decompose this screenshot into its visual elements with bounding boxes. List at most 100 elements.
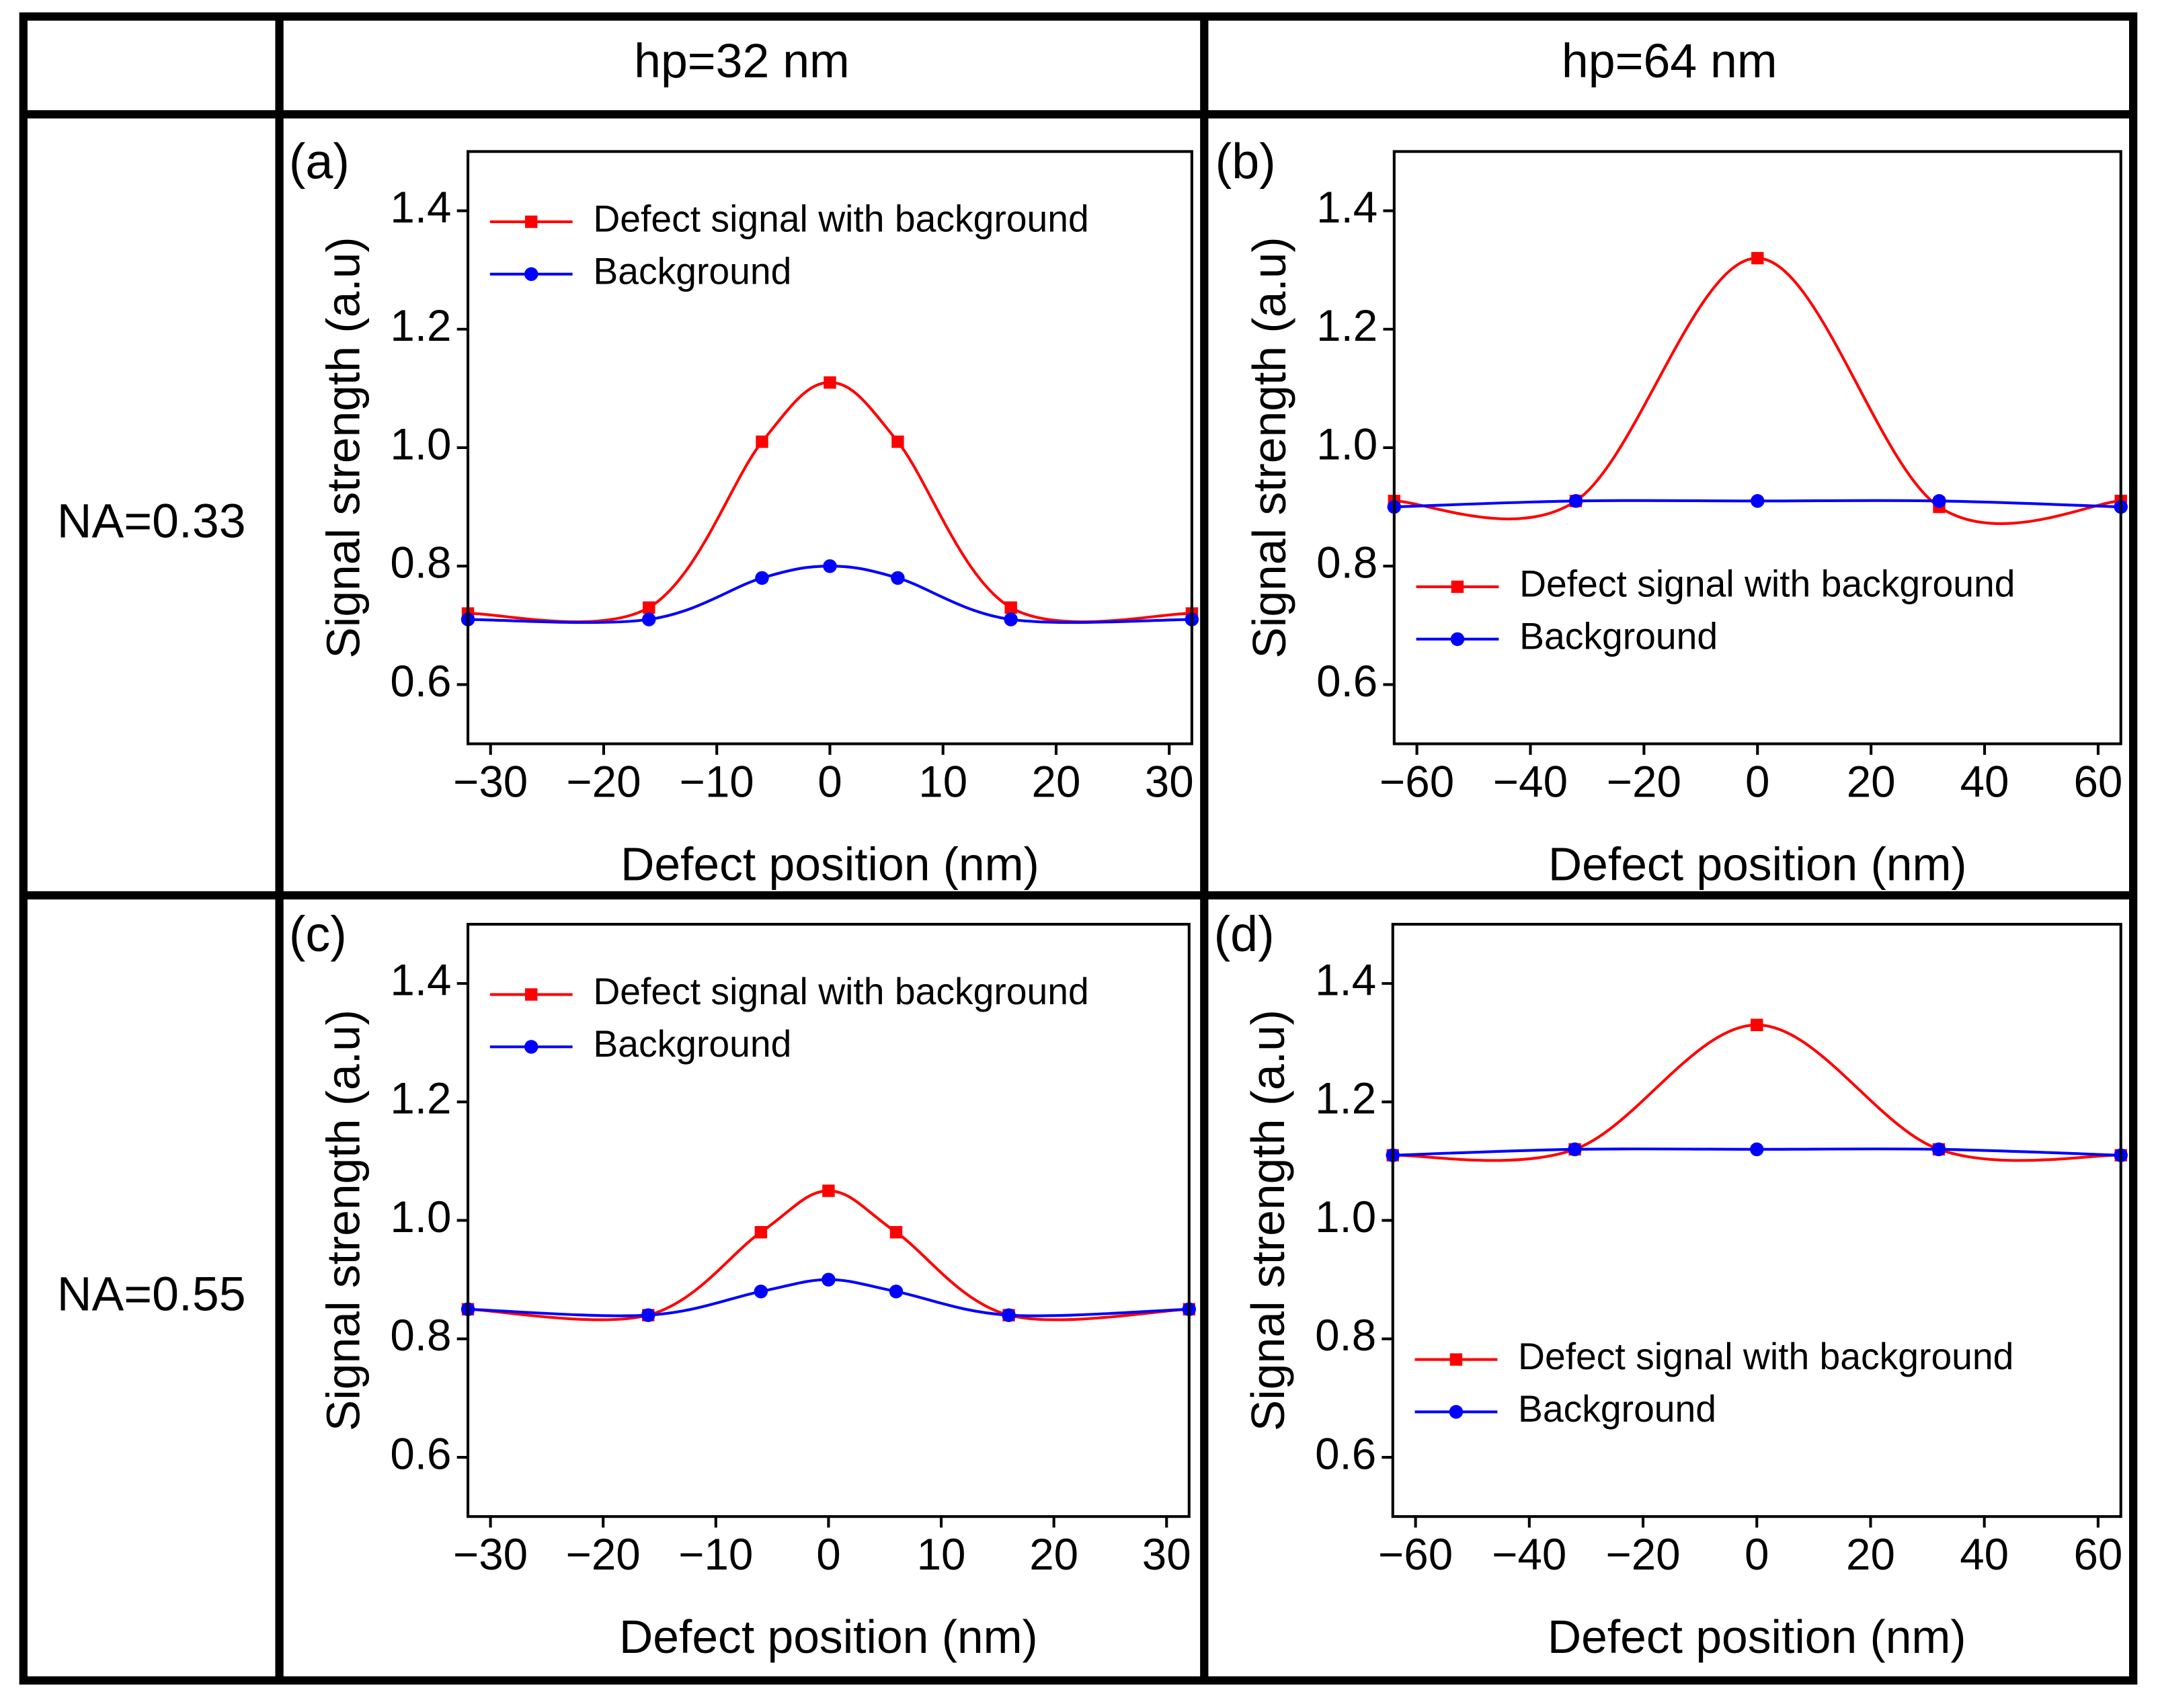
marker	[889, 1225, 903, 1239]
x-tick-label: −40	[1493, 757, 1568, 806]
x-tick-label: −10	[678, 1530, 753, 1579]
x-tick-label: 30	[1142, 1530, 1191, 1579]
marker	[756, 435, 768, 448]
y-tick-label: 1.4	[390, 183, 451, 232]
x-tick-label: −60	[1380, 757, 1454, 806]
marker	[822, 1272, 836, 1287]
y-tick-label: 1.0	[1315, 1192, 1376, 1242]
x-tick-label: −10	[680, 757, 754, 806]
marker	[823, 559, 837, 573]
x-tick-label: 20	[1032, 757, 1081, 806]
y-axis-label: Signal strength (a.u)	[317, 1010, 369, 1431]
series-line	[467, 1189, 1189, 1321]
column-header: hp=32 nm	[634, 34, 850, 88]
marker	[641, 1308, 655, 1322]
y-tick-label: 1.0	[1316, 419, 1377, 469]
x-tick-label: −20	[1607, 757, 1681, 806]
legend-label: Background	[593, 1023, 791, 1065]
x-tick-label: −40	[1492, 1530, 1566, 1579]
marker	[1568, 1142, 1582, 1157]
column-header: hp=64 nm	[1562, 34, 1777, 88]
marker	[1751, 1018, 1763, 1032]
x-tick-label: −30	[453, 757, 528, 806]
x-tick-label: 0	[816, 1530, 840, 1579]
y-axis-label: Signal strength (a.u)	[1242, 1010, 1294, 1431]
plot-frame	[466, 150, 1193, 745]
x-tick-label: 0	[817, 757, 842, 806]
marker	[1931, 1142, 1946, 1157]
marker	[891, 435, 904, 448]
marker	[1004, 601, 1017, 614]
x-axis-label: Defect position (nm)	[619, 1611, 1038, 1663]
marker	[1932, 494, 1946, 508]
panel-label: (c)	[289, 906, 347, 962]
x-axis-label: Defect position (nm)	[621, 838, 1039, 890]
y-tick-label: 1.2	[390, 301, 451, 350]
marker	[1004, 612, 1018, 626]
marker	[643, 601, 655, 614]
table-grid	[19, 12, 2138, 1685]
legend-label: Background	[1519, 615, 1718, 657]
series-line	[1394, 256, 2121, 525]
x-tick-label: 40	[1960, 1530, 2009, 1579]
legend-label: Defect signal with background	[593, 198, 1088, 240]
x-tick-label: 10	[917, 1530, 966, 1579]
panel-label: (d)	[1214, 906, 1275, 962]
x-tick-label: −20	[566, 757, 641, 806]
x-tick-label: −60	[1378, 1530, 1453, 1579]
legend-marker	[524, 267, 538, 282]
y-axis-label: Signal strength (a.u)	[317, 237, 369, 658]
y-tick-label: 0.8	[390, 1311, 451, 1360]
legend-label: Defect signal with background	[593, 971, 1088, 1012]
legend-marker	[525, 215, 538, 229]
legend-label: Background	[1518, 1388, 1716, 1430]
marker	[1568, 494, 1583, 508]
plot-frame	[1391, 922, 2122, 1518]
marker	[754, 1285, 768, 1299]
legend-marker	[1449, 1405, 1464, 1419]
y-tick-label: 0.8	[1316, 538, 1377, 587]
y-tick-label: 1.4	[390, 955, 451, 1004]
legend-marker	[1451, 580, 1464, 594]
marker	[642, 612, 656, 626]
x-tick-label: 10	[918, 757, 967, 806]
panel-label: (b)	[1215, 133, 1276, 189]
marker	[822, 1184, 835, 1197]
marker	[1751, 494, 1765, 508]
marker	[755, 571, 769, 585]
y-tick-label: 1.2	[1315, 1074, 1376, 1123]
x-tick-label: 20	[1846, 1530, 1895, 1579]
legend-label: Background	[593, 250, 791, 292]
y-tick-label: 1.2	[1316, 301, 1377, 350]
row-header: NA=0.33	[57, 495, 246, 548]
marker	[824, 376, 836, 389]
marker	[1002, 1308, 1016, 1322]
marker	[1750, 1142, 1764, 1157]
x-axis-label: Defect position (nm)	[1548, 1611, 1966, 1663]
plot-frame	[466, 922, 1191, 1518]
y-tick-label: 0.8	[1315, 1311, 1376, 1360]
x-tick-label: −30	[453, 1530, 528, 1579]
y-tick-label: 1.2	[390, 1074, 451, 1123]
x-tick-label: 30	[1145, 757, 1194, 806]
series-line	[1392, 1023, 2121, 1162]
legend-label: Defect signal with background	[1518, 1336, 2013, 1377]
x-tick-label: 0	[1745, 757, 1769, 806]
legend-label: Defect signal with background	[1519, 563, 2015, 605]
y-tick-label: 1.4	[1315, 955, 1376, 1004]
legend-marker	[1450, 632, 1465, 647]
legend-marker	[1449, 1353, 1463, 1366]
y-tick-label: 1.0	[390, 419, 451, 469]
legend-marker	[525, 988, 538, 1001]
marker	[889, 1285, 904, 1299]
x-tick-label: 40	[1960, 757, 2009, 806]
y-tick-label: 0.8	[390, 538, 451, 587]
y-tick-label: 0.6	[1315, 1429, 1376, 1478]
x-tick-label: 60	[2073, 1530, 2122, 1579]
marker	[1751, 251, 1764, 265]
panel-label: (a)	[289, 133, 350, 189]
x-tick-label: 20	[1029, 1530, 1078, 1579]
y-tick-label: 0.6	[390, 657, 451, 706]
